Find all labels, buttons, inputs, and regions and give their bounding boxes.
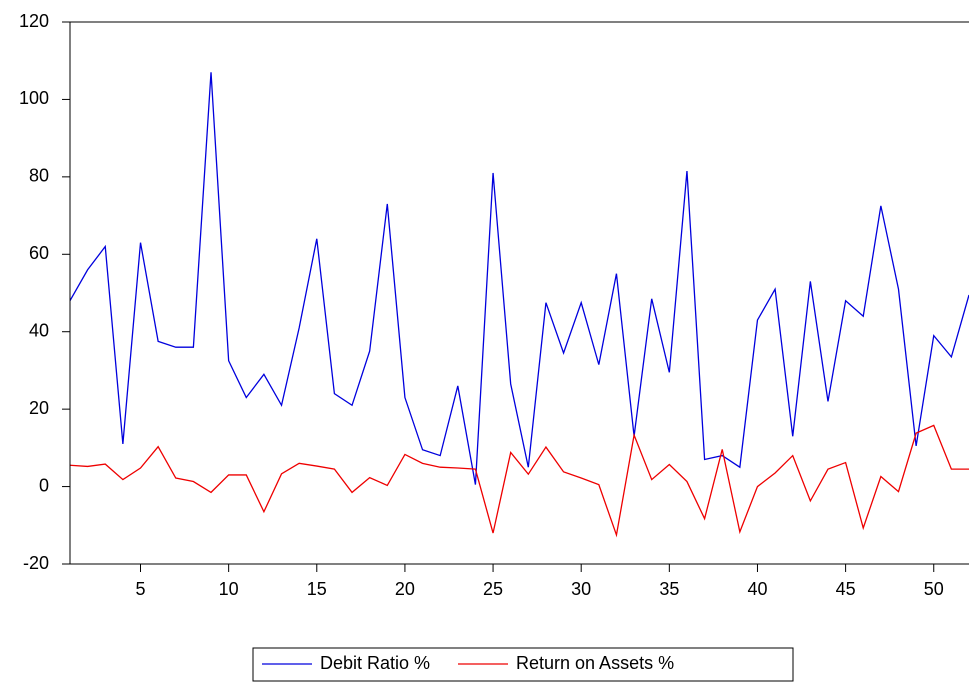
x-tick-label: 20 [395, 579, 415, 599]
x-tick-label: 40 [747, 579, 767, 599]
x-tick-label: 45 [836, 579, 856, 599]
x-tick-label: 10 [219, 579, 239, 599]
series-line [69, 72, 969, 485]
x-tick-label: 50 [924, 579, 944, 599]
y-tick-label: 0 [39, 475, 49, 495]
x-tick-label: 5 [136, 579, 146, 599]
y-tick-label: 100 [19, 88, 49, 108]
y-tick-label: 80 [29, 166, 49, 186]
legend-box [252, 647, 794, 682]
x-tick-label: 25 [483, 579, 503, 599]
y-tick-label: 20 [29, 398, 49, 418]
y-tick-label: 120 [19, 11, 49, 31]
axis-frame [69, 21, 969, 565]
y-tick-label: 60 [29, 243, 49, 263]
y-tick-label: 40 [29, 320, 49, 340]
legend-label: Debit Ratio % [320, 653, 430, 673]
x-tick-label: 35 [659, 579, 679, 599]
x-tick-label: 30 [571, 579, 591, 599]
series-line [69, 424, 969, 538]
legend: Debit Ratio % Return on Assets % [252, 647, 794, 682]
legend-label: Return on Assets % [516, 653, 674, 673]
x-tick-label: 15 [307, 579, 327, 599]
y-tick-label: -20 [23, 553, 49, 573]
